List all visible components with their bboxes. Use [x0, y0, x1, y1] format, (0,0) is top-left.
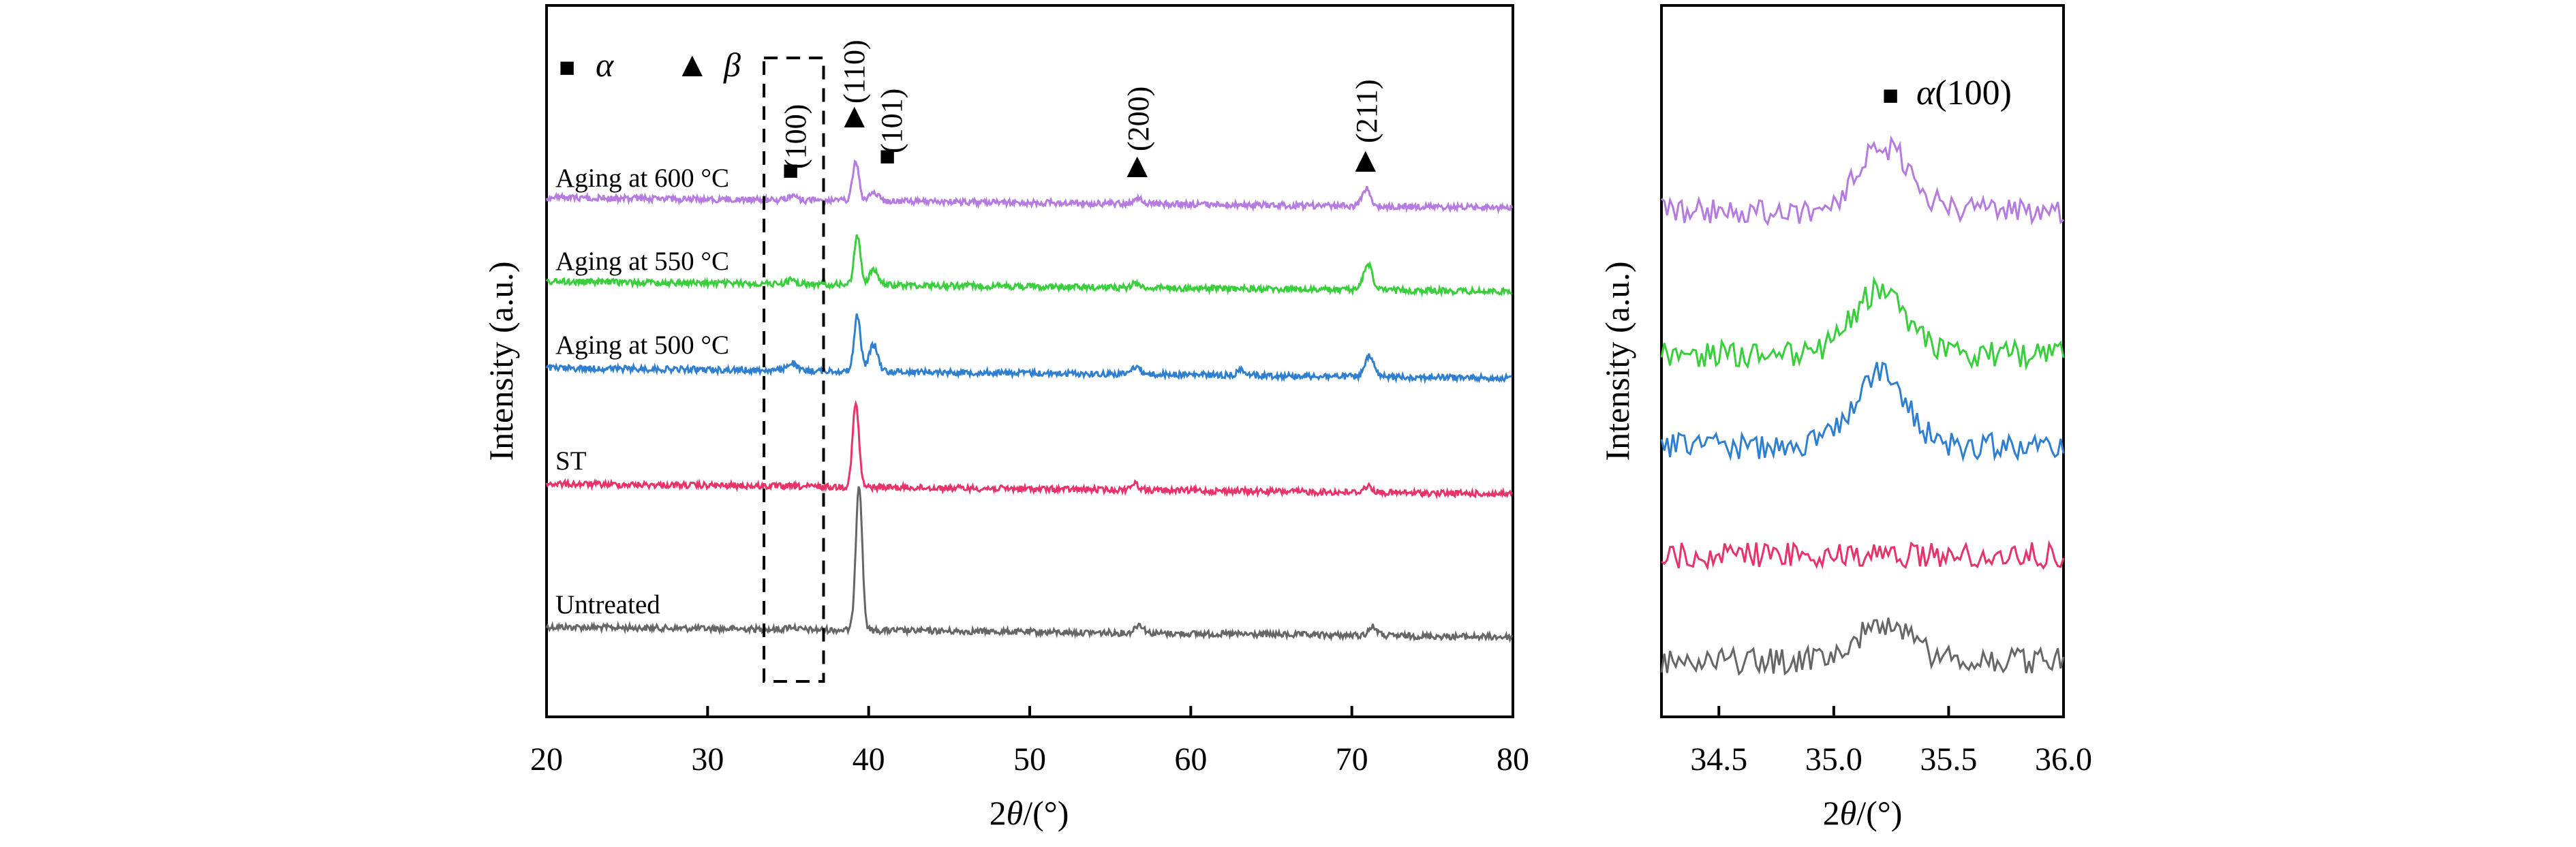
phase-legend: ■ α ▲ β [559, 46, 741, 84]
peak-101-label: (101) [875, 89, 908, 153]
peak-101-square-icon: ■ [879, 140, 895, 171]
main-x-tick-label: 40 [853, 741, 885, 777]
inset-x-ticks: 34.5 35.0 35.5 36.0 [1690, 706, 2092, 777]
main-x-tick-label: 60 [1174, 741, 1207, 777]
inset-curve-untreated [1660, 617, 2065, 676]
peak-211-label: (211) [1350, 79, 1383, 143]
inset-x-tick-label: 34.5 [1690, 741, 1747, 777]
peak-110-triangle-icon: ▲ [837, 97, 872, 136]
peak-100-label: (100) [779, 104, 812, 169]
peak-annotations: ■ (100) ▲ (110) ■ (101) ▲ (200) ▲ (211) [779, 40, 1383, 185]
inset-x-tick-label: 36.0 [2035, 741, 2092, 777]
beta-legend-label: β [723, 46, 741, 84]
main-y-axis-title: Intensity (a.u.) [482, 262, 520, 461]
inset-x-axis-title: 2θ/(°) [1823, 794, 1903, 832]
main-curves [545, 159, 1514, 643]
inset-alpha-square-icon: ■ [1882, 80, 1899, 110]
inset-curve-st [1661, 540, 2065, 571]
alpha-legend-square-icon: ■ [559, 52, 575, 82]
main-x-axis-title: 2θ/(°) [990, 794, 1069, 832]
inset-curve-aging500 [1660, 361, 2065, 463]
main-curve-st [545, 400, 1513, 500]
main-x-tick-label: 20 [530, 741, 563, 777]
main-curve-aging550 [545, 234, 1513, 298]
inset-xrd-chart: 34.5 35.0 35.5 36.0 ■ α(100) Intensity (a.u… [1598, 4, 2092, 832]
main-curve-aging500 [545, 313, 1512, 384]
main-x-tick-label: 30 [691, 741, 724, 777]
inset-annotation: ■ α(100) [1882, 74, 2012, 112]
inset-plot-frame [1660, 4, 2065, 718]
alpha-legend-label: α [596, 46, 615, 84]
peak-100-square-icon: ■ [782, 155, 799, 185]
peak-200-label: (200) [1122, 87, 1155, 151]
main-x-tick-label: 50 [1013, 741, 1046, 777]
main-x-tick-label: 70 [1336, 741, 1368, 777]
main-curve-untreated [545, 486, 1513, 643]
main-x-tick-label: 80 [1497, 741, 1529, 777]
inset-curves [1660, 135, 2065, 676]
curve-label-aging550: Aging at 550 °C [555, 247, 729, 276]
curve-label-aging500: Aging at 500 °C [555, 330, 729, 360]
main-curve-aging600 [545, 159, 1514, 215]
inset-y-axis-title: Intensity (a.u.) [1598, 262, 1636, 461]
main-xrd-chart: 20 30 40 50 60 70 80 Aging at 600 °C Aging at … [482, 4, 1529, 832]
curve-label-untreated: Untreated [555, 590, 660, 619]
alpha100-highlight-box [763, 57, 825, 683]
inset-x-tick-label: 35.5 [1920, 741, 1977, 777]
inset-annotation-label: α(100) [1916, 74, 2012, 112]
inset-x-tick-label: 35.0 [1805, 741, 1862, 777]
peak-211-triangle-icon: ▲ [1348, 141, 1383, 180]
peak-110-label: (110) [838, 40, 871, 104]
curve-label-st: ST [555, 446, 587, 476]
curve-label-aging600: Aging at 600 °C [555, 164, 729, 193]
peak-200-triangle-icon: ▲ [1120, 147, 1154, 185]
main-x-ticks: 20 30 40 50 60 70 80 [530, 706, 1529, 777]
inset-curve-aging600 [1661, 135, 2065, 226]
beta-legend-triangle-icon: ▲ [675, 46, 709, 84]
inset-curve-aging550 [1660, 275, 2065, 371]
